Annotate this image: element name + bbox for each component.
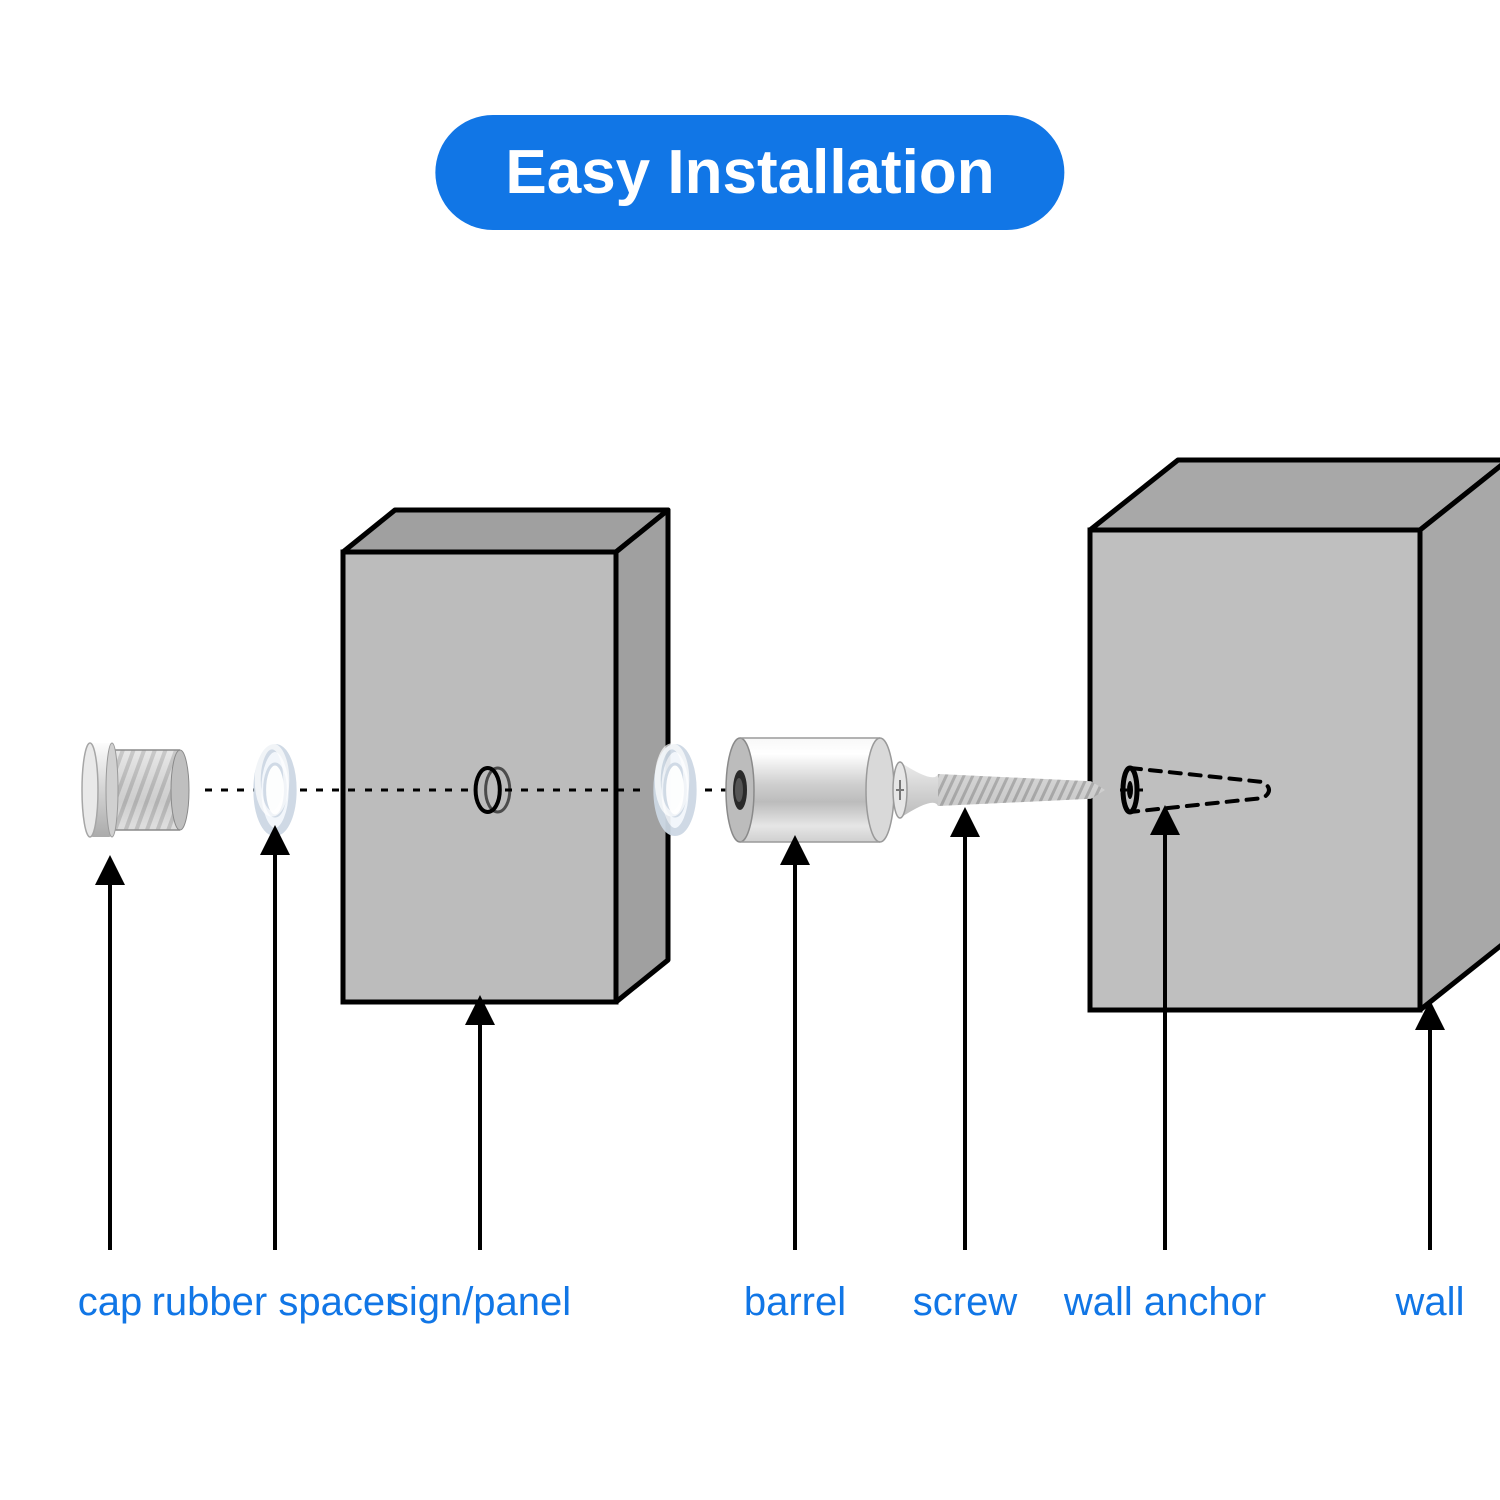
- label-screw: screw: [913, 1280, 1017, 1325]
- label-barrel: barrel: [744, 1280, 846, 1325]
- label-cap: cap: [78, 1280, 143, 1325]
- label-sign_panel: sign/panel: [389, 1280, 571, 1325]
- diagram-stage: [0, 0, 1500, 1500]
- label-rubber_spacer: rubber spacer: [152, 1280, 399, 1325]
- label-wall: wall: [1396, 1280, 1465, 1325]
- label-wall_anchor: wall anchor: [1064, 1280, 1266, 1325]
